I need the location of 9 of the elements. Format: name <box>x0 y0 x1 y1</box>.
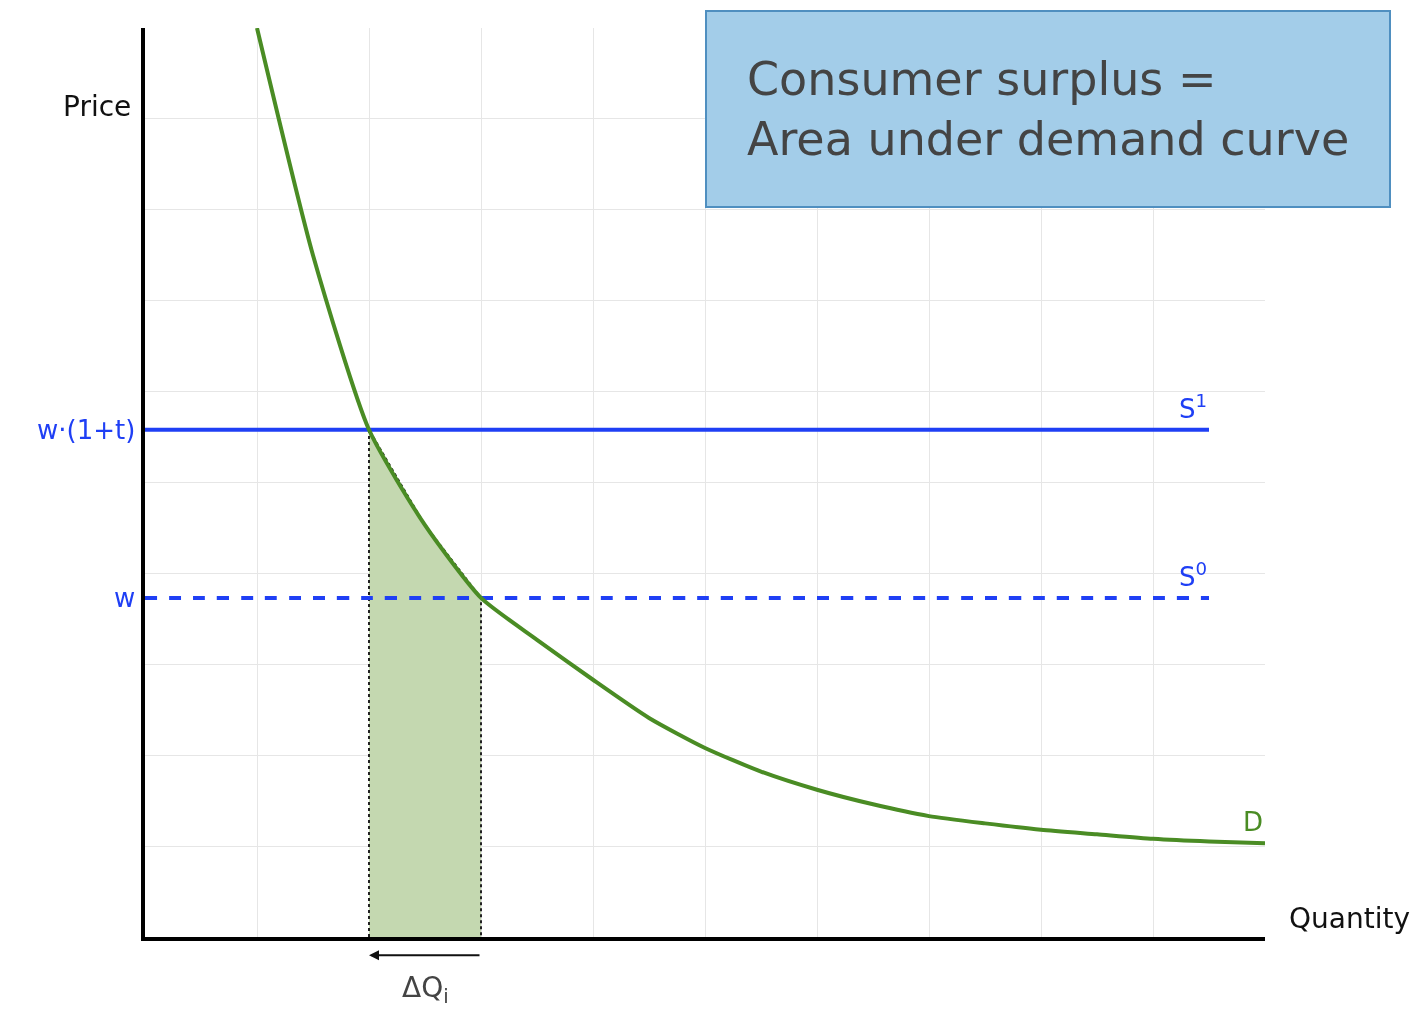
text: w·(1+t) <box>37 415 136 445</box>
text: w <box>114 583 136 613</box>
annotation: Consumer surplus = Area under demand curve <box>747 52 1350 166</box>
text: ΔQ$_{i}$ <box>402 971 449 1008</box>
series-label: S$^{0}$ <box>1179 558 1208 592</box>
series-label: S$^{1}$ <box>1179 390 1208 424</box>
y-axis-title: Price <box>63 90 132 123</box>
x-axis-title: Quantity <box>1289 902 1410 935</box>
series-label: D <box>1243 807 1264 837</box>
